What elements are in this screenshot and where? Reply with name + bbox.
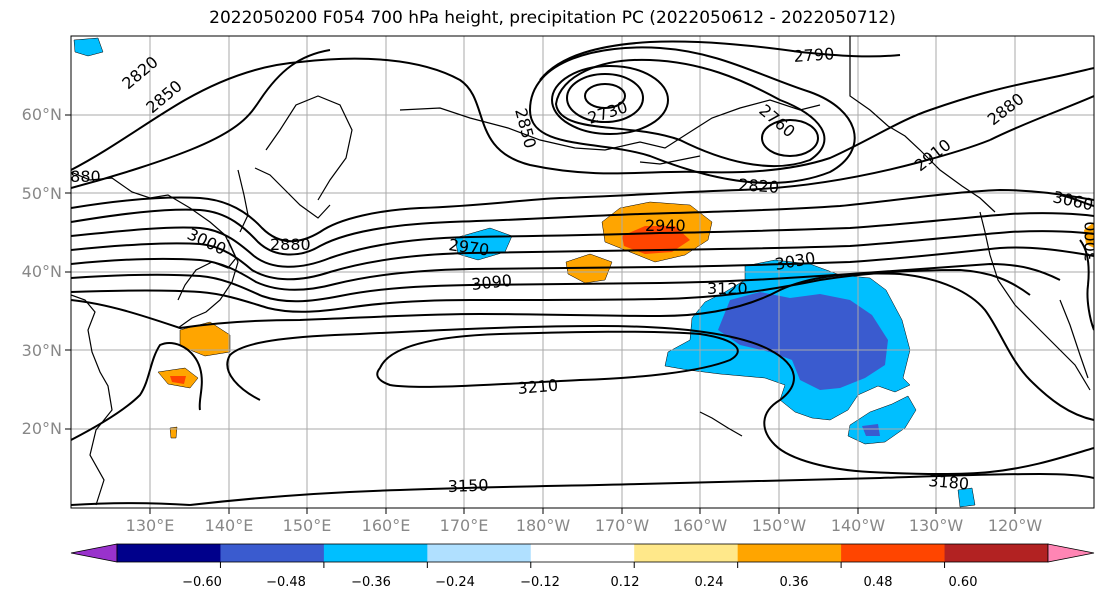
contour-label: 2880	[984, 89, 1028, 129]
contour-label: 3210	[517, 376, 559, 398]
lon-label: 130°E	[126, 516, 175, 535]
longitude-labels: 130°E 140°E 150°E 160°E 170°E 180°W 170°…	[126, 516, 1043, 535]
lon-label: 150°E	[283, 516, 332, 535]
colorbar: −0.60 −0.48 −0.36 −0.24 −0.12 0.12 0.24 …	[70, 543, 1095, 590]
lon-label: 140°W	[831, 516, 886, 535]
colorbar-extend-left	[70, 543, 118, 563]
colorbar-tick-label: −0.36	[351, 575, 391, 590]
contour-label: 2850	[142, 76, 185, 117]
precip-positive-region	[169, 426, 178, 439]
colorbar-tick-label: 0.24	[695, 575, 724, 590]
colorbar-box	[323, 544, 428, 562]
colorbar-tick-label: 0.60	[949, 575, 978, 590]
contour-label: 2940	[645, 216, 686, 235]
colorbar-tick-labels: −0.60 −0.48 −0.36 −0.24 −0.12 0.12 0.24 …	[182, 575, 977, 590]
contour-label: 3060	[1051, 187, 1095, 214]
map-title: 2022050200 F054 700 hPa height, precipit…	[209, 8, 896, 28]
lon-label: 160°E	[362, 516, 411, 535]
colorbar-tick-label: −0.12	[520, 575, 560, 590]
lon-label: 180°W	[516, 516, 571, 535]
colorbar-tick-label: 0.12	[611, 575, 640, 590]
precip-negative-region	[73, 37, 104, 57]
colorbar-box	[530, 544, 635, 562]
precip-negative-region	[718, 292, 888, 390]
lon-label: 130°W	[909, 516, 964, 535]
contour-label: 3120	[707, 279, 748, 298]
axis-ticks	[65, 114, 1016, 514]
contour-label: 2820	[738, 175, 780, 197]
lon-label: 140°E	[205, 516, 254, 535]
lat-label: 20°N	[22, 419, 62, 438]
contour-label: 2730	[585, 97, 630, 128]
contour-label: 2850	[511, 106, 540, 150]
colorbar-tick-label: −0.24	[435, 575, 475, 590]
contour-label: 3180	[928, 471, 970, 493]
contour-label: 2880	[270, 235, 311, 254]
contour-label: 2790	[793, 44, 835, 66]
colorbar-box	[841, 544, 946, 562]
colorbar-tick-label: −0.60	[182, 575, 222, 590]
colorbar-tick-label: −0.48	[266, 575, 306, 590]
lon-label: 170°W	[595, 516, 650, 535]
height-contours	[71, 40, 1094, 506]
lon-label: 150°W	[752, 516, 807, 535]
contour-label: 2910	[911, 135, 955, 175]
contour-label: 3090	[470, 271, 512, 294]
lon-label: 120°W	[988, 516, 1043, 535]
contour-labels: 2820 2850 2790 2730 2850 2760 2880 2910 …	[60, 44, 1100, 496]
colorbar-extend-right	[1047, 543, 1095, 563]
contour-label: 2820	[118, 52, 161, 93]
colorbar-box	[427, 544, 532, 562]
latitude-labels: 60°N 50°N 40°N 30°N 20°N	[22, 105, 62, 438]
colorbar-box	[737, 544, 842, 562]
lat-label: 60°N	[22, 105, 62, 124]
colorbar-tick-label: 0.48	[864, 575, 893, 590]
lon-label: 170°E	[440, 516, 489, 535]
precip-positive-region	[1084, 222, 1094, 248]
lon-label: 160°W	[673, 516, 728, 535]
map-gridlines	[71, 36, 1094, 508]
precip-negative-region	[957, 487, 976, 508]
lat-label: 40°N	[22, 262, 62, 281]
contour-label: 3150	[447, 476, 488, 496]
contour-label: 2880	[60, 167, 101, 186]
colorbar-box	[117, 544, 221, 562]
colorbar-box	[944, 544, 1049, 562]
lat-label: 50°N	[22, 184, 62, 203]
precip-negative-region	[862, 424, 880, 436]
colorbar-box	[220, 544, 325, 562]
colorbar-tick-label: 0.36	[780, 575, 809, 590]
colorbar-box	[634, 544, 739, 562]
contour-label: 3000	[1081, 221, 1100, 262]
lat-label: 30°N	[22, 341, 62, 360]
precip-positive-region	[170, 376, 186, 384]
